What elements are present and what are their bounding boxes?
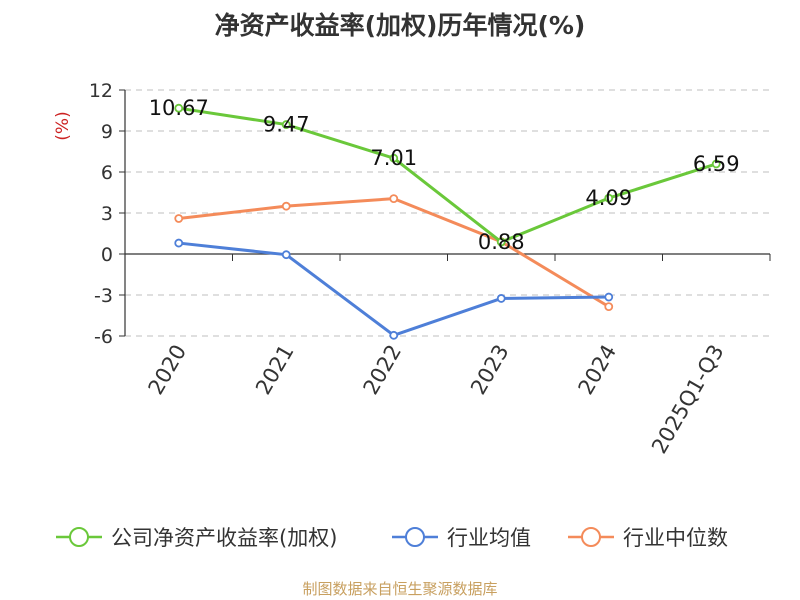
data-point: [604, 302, 614, 312]
data-point: [604, 292, 614, 302]
grid-lines: [125, 89, 770, 337]
data-point: [281, 120, 291, 129]
x-tick-label: 2025Q1-Q3: [647, 341, 729, 458]
data-label: 0.88: [478, 230, 525, 254]
data-label: 9.47: [263, 113, 310, 137]
data-point: [174, 238, 184, 248]
source-note: 制图数据来自恒生聚源数据库: [302, 580, 498, 598]
legend-label: 行业中位数: [623, 526, 728, 550]
data-point: [496, 237, 506, 247]
x-tick-label: 2024: [574, 341, 622, 399]
data-point: [389, 330, 399, 340]
data-labels: 10.67 9.47 7.01 0.88 4.09 6.59: [149, 96, 740, 254]
series-line: [178, 241, 609, 337]
y-tick-label: -3: [94, 285, 113, 307]
x-tick-label: 2021: [251, 341, 299, 399]
series-line: [178, 197, 610, 308]
data-label: 4.09: [585, 186, 632, 210]
legend: 公司净资产收益率(加权) 行业均值 行业中位数: [56, 526, 728, 550]
x-tick-label: 2023: [466, 341, 514, 399]
data-point: [281, 250, 291, 260]
legend-marker: [581, 527, 601, 547]
data-label: 10.67: [149, 96, 209, 120]
x-tick-label: 2020: [144, 341, 192, 399]
legend-item[interactable]: 行业中位数: [568, 526, 728, 550]
y-axis-label: (%): [53, 111, 73, 140]
data-point: [604, 193, 614, 203]
legend-label: 公司净资产收益率(加权): [111, 526, 337, 550]
data-point: [496, 294, 506, 303]
legend-marker: [405, 527, 425, 547]
y-tick-labels: 12 9 6 3 0 -3 -6: [89, 80, 113, 348]
y-tick-label: -6: [94, 326, 113, 348]
legend-marker: [69, 527, 89, 547]
data-point: [281, 201, 291, 211]
y-tick-label: 0: [101, 244, 113, 266]
legend-item[interactable]: 行业均值: [392, 526, 531, 550]
series-lines: [174, 103, 721, 340]
series-line: [178, 106, 717, 244]
data-label: 6.59: [693, 152, 740, 176]
x-tick-label: 2022: [359, 341, 407, 399]
y-tick-label: 6: [101, 162, 113, 184]
y-tick-label: 12: [89, 80, 113, 102]
legend-item[interactable]: 公司净资产收益率(加权): [56, 526, 337, 550]
data-point: [389, 153, 399, 163]
chart-title: 净资产收益率(加权)历年情况(%): [214, 11, 586, 40]
x-tick-labels: 2020 2021 2022 2023 2024 2025Q1-Q3: [144, 341, 729, 458]
axes: [119, 89, 771, 337]
data-point: [174, 103, 184, 113]
y-tick-label: 3: [101, 203, 113, 225]
data-point: [174, 214, 184, 223]
legend-label: 行业均值: [447, 526, 531, 550]
data-label: 7.01: [370, 146, 417, 170]
y-tick-label: 9: [101, 121, 113, 143]
data-point: [389, 194, 399, 204]
data-point: [711, 159, 721, 169]
